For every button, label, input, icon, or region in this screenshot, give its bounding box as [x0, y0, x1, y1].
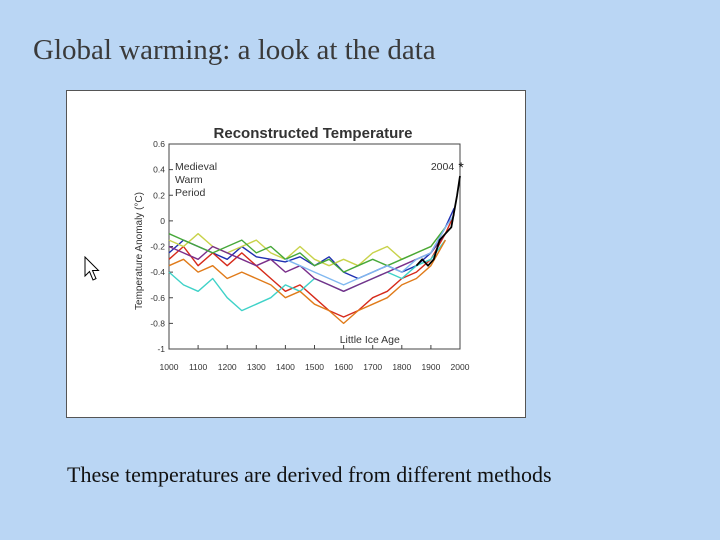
- x-tick-label: 1900: [421, 362, 440, 372]
- y-tick-label: 0: [160, 216, 165, 226]
- medieval-warm-period-label: Period: [175, 187, 206, 199]
- y-axis-label: Temperature Anomaly (°C): [134, 192, 145, 310]
- x-tick-label: 1100: [189, 362, 208, 372]
- x-tick-label: 1000: [160, 362, 179, 372]
- y-tick-label: -0.8: [150, 318, 165, 328]
- series-line-1: [168, 207, 455, 280]
- x-tick-label: 1500: [305, 362, 324, 372]
- chart-figure: Reconstructed Temperature Temperature An…: [66, 90, 526, 418]
- series-line-6: [168, 233, 446, 292]
- medieval-warm-period-label: Warm: [175, 174, 203, 186]
- slide-title: Global warming: a look at the data: [33, 34, 436, 66]
- x-tick-label: 1700: [363, 362, 382, 372]
- mouse-pointer-icon: [84, 256, 100, 281]
- x-tick-label: 1600: [334, 362, 353, 372]
- chart-title: Reconstructed Temperature: [214, 125, 413, 142]
- y-tick-label: 0.4: [153, 165, 165, 175]
- series-line-9: [415, 175, 461, 267]
- x-tick-label: 1800: [392, 362, 411, 372]
- series-line-3: [168, 239, 446, 312]
- slide-caption: These temperatures are derived from diff…: [67, 462, 552, 487]
- series-line-8: [285, 214, 455, 286]
- y-tick-label: -0.2: [150, 242, 165, 252]
- x-tick-label: 1200: [218, 362, 237, 372]
- reconstructed-temperature-chart: Reconstructed Temperature Temperature An…: [134, 125, 470, 372]
- series-line-7: [168, 226, 446, 273]
- x-tick-label: 2000: [451, 362, 470, 372]
- chart-series-group: [168, 175, 461, 325]
- year-2004-label: 2004: [431, 161, 455, 173]
- y-tick-label: -0.4: [150, 267, 165, 277]
- little-ice-age-label: Little Ice Age: [340, 334, 400, 346]
- y-tick-label: -1: [157, 344, 165, 354]
- series-line-2: [168, 214, 455, 318]
- x-tick-label: 1300: [247, 362, 266, 372]
- year-2004-marker: *: [458, 159, 464, 175]
- y-tick-label: 0.6: [153, 139, 165, 149]
- x-tick-label: 1400: [276, 362, 295, 372]
- series-line-5: [168, 239, 447, 325]
- medieval-warm-period-label: Medieval: [175, 161, 217, 173]
- y-tick-label: 0.2: [153, 190, 165, 200]
- y-tick-label: -0.6: [150, 293, 165, 303]
